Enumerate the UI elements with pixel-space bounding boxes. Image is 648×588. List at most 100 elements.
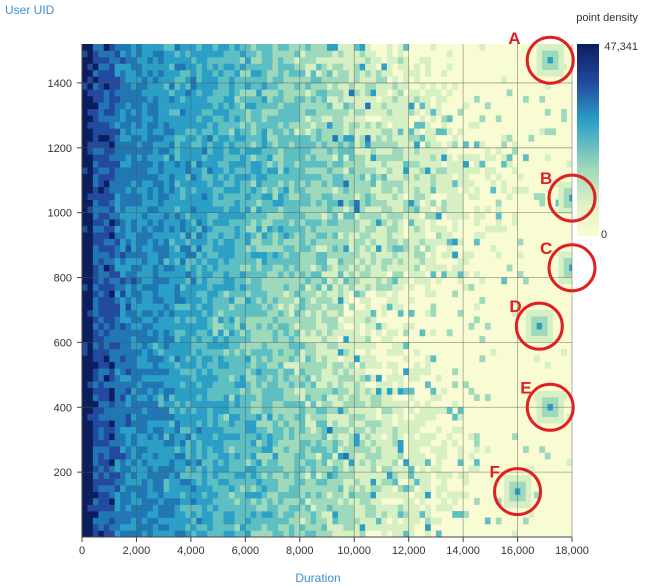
heatmap-cell — [229, 316, 235, 324]
heatmap-cell — [294, 407, 301, 415]
heatmap-cell — [256, 50, 262, 58]
heatmap-cell — [359, 56, 366, 64]
heatmap-cell — [256, 303, 262, 311]
heatmap-cell — [446, 238, 453, 246]
heatmap-cell — [196, 147, 203, 155]
heatmap-cell — [376, 167, 382, 175]
heatmap-cell — [131, 251, 137, 259]
heatmap-cell — [386, 459, 393, 466]
heatmap-cell — [272, 413, 279, 421]
heatmap-cell — [359, 271, 366, 278]
heatmap-cell — [180, 290, 186, 298]
heatmap-cell — [92, 407, 99, 415]
heatmap-cell — [348, 524, 355, 531]
heatmap-cell — [278, 420, 284, 428]
heatmap-cell — [152, 56, 159, 64]
heatmap-cell — [120, 322, 126, 330]
heatmap-cell — [397, 206, 404, 213]
heatmap-cell — [381, 173, 388, 181]
heatmap-cell — [98, 413, 105, 421]
heatmap-cell — [321, 82, 328, 90]
heatmap-cell — [370, 498, 377, 505]
heatmap-cell — [98, 322, 105, 330]
heatmap-cell — [163, 361, 170, 369]
heatmap-cell — [267, 335, 273, 343]
heatmap-cell — [103, 225, 110, 233]
heatmap-cell — [392, 167, 399, 175]
heatmap-cell — [245, 167, 252, 175]
heatmap-cell — [321, 173, 328, 181]
heatmap-cell — [414, 199, 420, 207]
heatmap-cell — [136, 219, 143, 226]
heatmap-cell — [136, 82, 143, 90]
heatmap-cell — [109, 485, 115, 492]
heatmap-cell — [92, 115, 99, 123]
heatmap-cell — [190, 478, 197, 486]
heatmap-cell — [125, 465, 132, 473]
heatmap-cell — [218, 206, 224, 213]
heatmap-cell — [267, 452, 273, 460]
heatmap-cell — [283, 407, 290, 415]
heatmap-cell — [201, 44, 208, 51]
heatmap-cell — [158, 284, 164, 291]
heatmap-cell — [414, 258, 420, 265]
heatmap-cell — [288, 44, 295, 51]
heatmap-cell — [267, 89, 273, 97]
heatmap-cell — [474, 167, 480, 175]
heatmap-cell — [403, 329, 409, 337]
heatmap-cell — [321, 504, 328, 512]
heatmap-cell — [234, 355, 241, 363]
heatmap-cell — [114, 491, 121, 499]
heatmap-cell — [136, 284, 143, 291]
heatmap-cell — [256, 238, 262, 246]
heatmap-cell — [348, 452, 355, 460]
heatmap-cell — [452, 212, 458, 220]
heatmap-cell — [109, 335, 115, 343]
heatmap-cell — [229, 284, 235, 291]
heatmap-cell — [223, 69, 230, 77]
heatmap-cell — [288, 459, 295, 466]
heatmap-cell — [185, 69, 192, 77]
heatmap-cell — [267, 478, 273, 486]
heatmap-cell — [229, 76, 235, 84]
heatmap-cell — [278, 264, 284, 272]
heatmap-cell — [234, 439, 241, 447]
heatmap-cell — [229, 524, 235, 531]
heatmap-cell — [278, 50, 284, 58]
heatmap-cell — [446, 407, 453, 415]
heatmap-cell — [169, 446, 175, 453]
heatmap-cell — [321, 186, 328, 194]
heatmap-cell — [299, 498, 306, 505]
heatmap-cell — [278, 426, 284, 434]
heatmap-cell — [147, 524, 154, 531]
heatmap-cell — [174, 524, 181, 531]
heatmap-cell — [174, 426, 181, 434]
heatmap-cell — [376, 206, 382, 213]
heatmap-cell — [207, 355, 213, 363]
heatmap-cell — [180, 498, 186, 505]
heatmap-cell — [316, 82, 322, 90]
heatmap-cell — [87, 238, 94, 246]
heatmap-cell — [218, 167, 224, 175]
heatmap-cell — [359, 154, 366, 162]
heatmap-cell — [109, 329, 115, 337]
heatmap-cell — [256, 407, 262, 415]
heatmap-cell — [87, 452, 94, 460]
heatmap-cell — [163, 355, 170, 363]
heatmap-cell — [430, 251, 437, 259]
heatmap-cell — [109, 121, 115, 129]
heatmap-cell — [180, 167, 186, 175]
heatmap-cell — [234, 44, 241, 51]
heatmap-cell — [278, 491, 284, 499]
heatmap-cell — [359, 426, 366, 434]
heatmap-cell — [299, 374, 306, 382]
heatmap-cell — [125, 413, 132, 421]
heatmap-cell — [141, 141, 148, 149]
heatmap-cell — [120, 433, 126, 440]
heatmap-cell — [332, 115, 339, 123]
heatmap-cell — [327, 238, 333, 246]
heatmap-cell — [141, 498, 148, 505]
heatmap-cell — [163, 186, 170, 194]
heatmap-cell — [82, 420, 88, 428]
heatmap-cell — [141, 264, 148, 272]
